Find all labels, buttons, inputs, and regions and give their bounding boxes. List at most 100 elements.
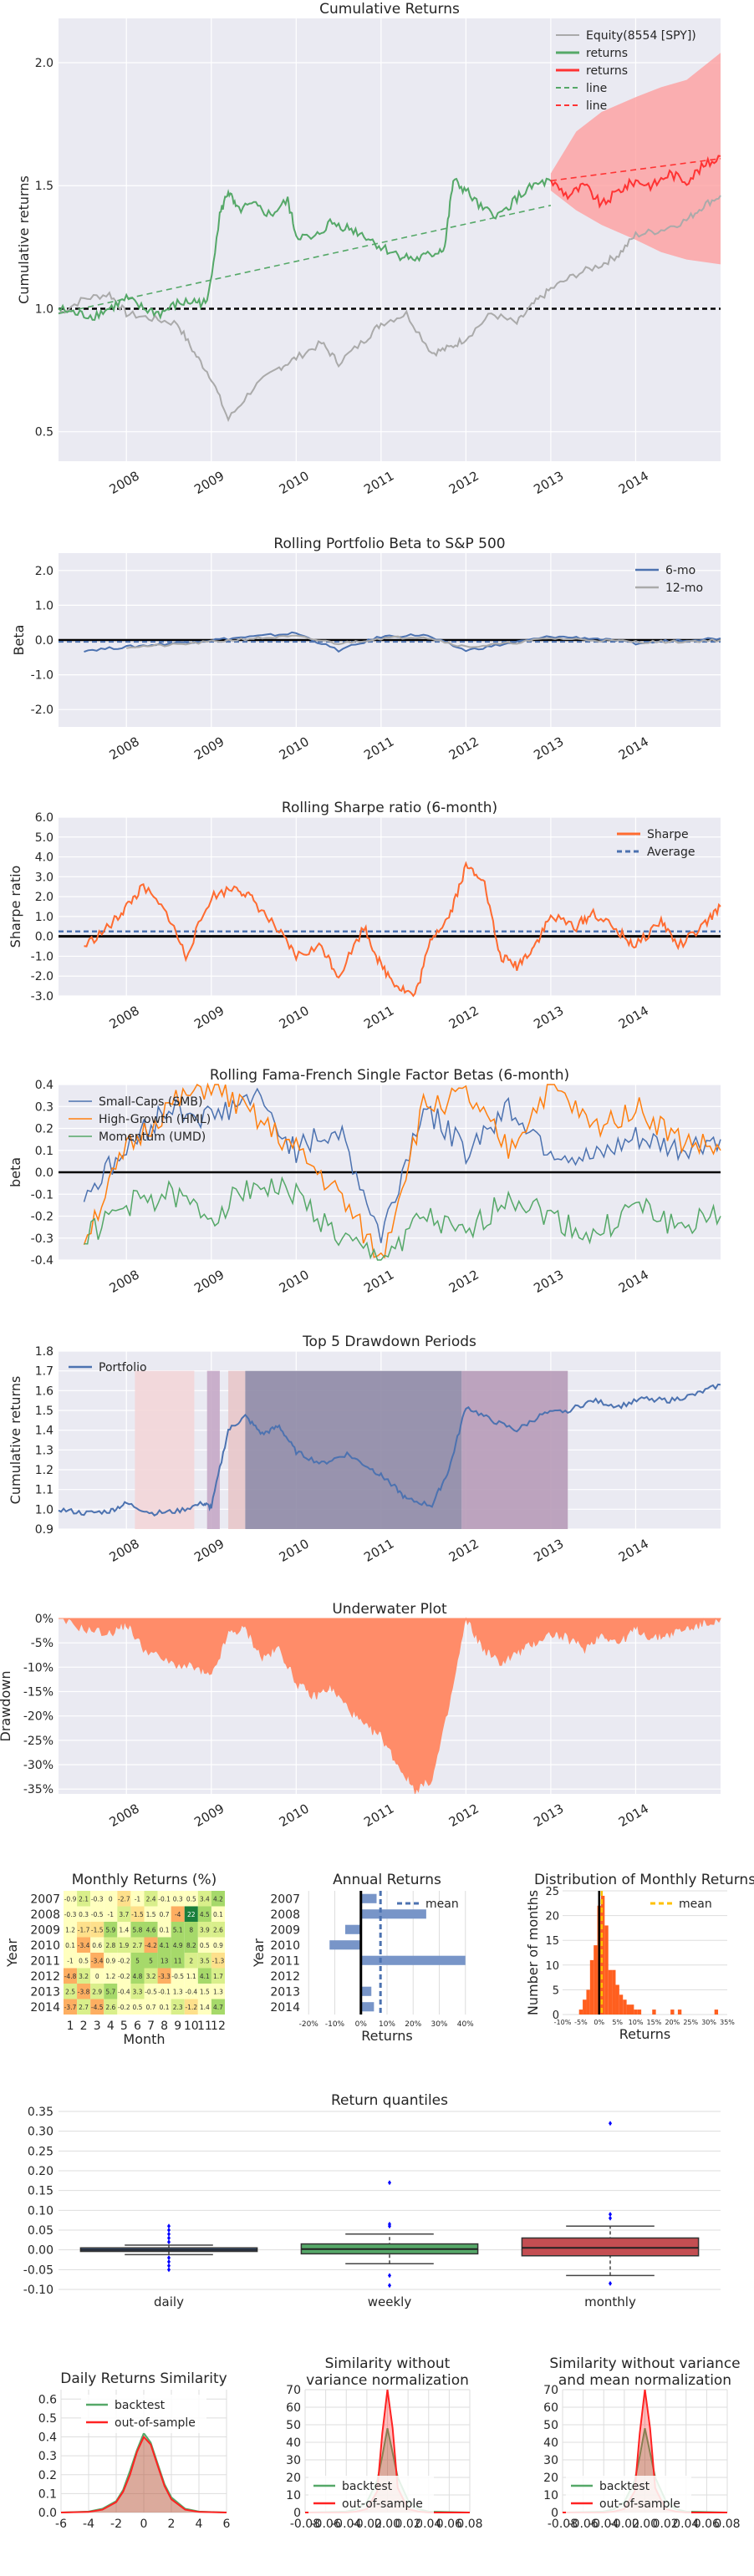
panel4-xtick-label: 2010	[277, 1267, 312, 1296]
panel4-ytick-label: -0.1	[31, 1188, 53, 1202]
monthly-month-label: 3	[94, 2020, 101, 2033]
panel4-legend-label: High-Growth (HML)	[99, 1113, 211, 1126]
quantiles-ytick-label: 0.30	[28, 2126, 53, 2139]
panel4-series-0	[83, 1087, 721, 1243]
distribution-xtick-label: 15%	[647, 2019, 662, 2026]
annual-legend-label: mean	[425, 1898, 459, 1911]
panel2-axes: 2008 2009 2010 2011 2012 2013 2014 -2.0 -1.0 0.0 1…	[11, 536, 721, 763]
panel5-ytick-label: 1.6	[35, 1385, 53, 1398]
panel5-legend-label: Portfolio	[99, 1361, 147, 1374]
monthly-cell-value: 0.6	[92, 1942, 102, 1949]
distribution-bar	[619, 1994, 624, 2015]
monthly-cell	[130, 1906, 145, 1922]
panel6-ytick-label: 0%	[35, 1613, 53, 1626]
monthly-cell	[157, 1891, 171, 1907]
quantiles-ytick-label: 0.25	[28, 2145, 53, 2158]
distribution-ytick-label: 20	[545, 1911, 559, 1923]
monthly-year-label: 2010	[30, 1939, 60, 1953]
quantile-outlier	[388, 2180, 391, 2186]
monthly-cell	[184, 1891, 198, 1907]
monthly-cell	[104, 1906, 118, 1922]
monthly-cell-value: 5.8	[132, 1926, 142, 1933]
distribution-bar	[608, 1969, 613, 2015]
monthly-cell-value: 4.2	[213, 1895, 223, 1903]
quantile-box	[521, 2237, 700, 2257]
annual-year-label: 2014	[270, 2001, 300, 2015]
panel3-xtick-label: 2009	[191, 1003, 227, 1032]
distribution-bar	[652, 2009, 656, 2015]
panel3-ytick-label: -1.0	[31, 950, 53, 963]
monthly-cell-value: 0.1	[213, 1911, 223, 1918]
distribution-ytick-label: 15	[545, 1935, 559, 1948]
monthly-cell-value: 0	[109, 1895, 113, 1903]
sim2-legend-box	[308, 2476, 434, 2514]
monthly-cell-value: 8.2	[186, 1942, 196, 1949]
distribution-bar	[594, 1945, 598, 2015]
monthly-cell-value: 5.9	[105, 1926, 115, 1933]
sim2-ytick-label: 30	[286, 2454, 301, 2467]
monthly-cell-value: 11	[174, 1957, 182, 1964]
quantiles-title: Return quantiles	[331, 2092, 448, 2109]
monthly-cell-value: -3.3	[158, 1973, 171, 1980]
distribution-xtick-label: 20%	[665, 2019, 680, 2026]
monthly-cell	[157, 1922, 171, 1938]
monthly-cell	[197, 1953, 211, 1969]
monthly-cell	[157, 1984, 171, 1999]
panel1-ytick-label: 0.5	[35, 426, 53, 439]
monthly-cell-value: 2.8	[105, 1942, 115, 1949]
panel5-ytick-label: 0.9	[35, 1523, 53, 1537]
panel3-ylabel: Sharpe ratio	[8, 866, 23, 948]
panel4-title: Rolling Fama-French Single Factor Betas …	[210, 1067, 569, 1084]
panel4-ylabel: beta	[8, 1157, 23, 1187]
panel4-xtick-label: 2012	[446, 1267, 481, 1296]
quantile-outlier	[609, 2280, 612, 2286]
panel1-xtick-label: 2009	[191, 468, 227, 497]
monthly-cell-value: -1.5	[91, 1926, 104, 1933]
monthly-cell	[64, 1984, 78, 1999]
sim3-legend-box	[566, 2476, 691, 2514]
monthly-cell-value: -3.8	[78, 1988, 90, 1995]
monthly-cell	[171, 1968, 185, 1984]
monthly-cell-value: -1.2	[185, 2004, 197, 2011]
panel2-xtick-label: 2009	[191, 734, 227, 763]
panel1-xtick-label: 2012	[446, 468, 481, 497]
monthly-cell-value: 1.4	[200, 2004, 210, 2011]
panel5-xtick-label: 2010	[277, 1536, 312, 1565]
monthly-cell	[90, 1999, 104, 2015]
monthly-cell	[144, 1984, 158, 1999]
panel3-xtick-label: 2013	[531, 1003, 566, 1032]
sim1-ytick-label: 0.2	[38, 2469, 57, 2482]
monthly-cell-value: -0.2	[118, 1973, 130, 1980]
monthly-cell-value: 4.1	[160, 1942, 170, 1949]
panel3-xtick-label: 2010	[277, 1003, 312, 1032]
panel6-ytick-label: -30%	[23, 1759, 53, 1772]
annual-bar	[360, 1986, 372, 1996]
monthly-cell	[117, 1968, 131, 1984]
annual-bar	[360, 2002, 374, 2012]
monthly-cell	[130, 1968, 145, 1984]
sim3-ytick-label: 60	[543, 2401, 558, 2415]
monthly-cell	[144, 1937, 158, 1953]
panel4-ytick-label: -0.4	[31, 1254, 53, 1268]
panel5-ytick-label: 1.2	[35, 1464, 53, 1477]
panel5-ytick-label: 1.3	[35, 1444, 53, 1457]
monthly-cell-value: 5	[135, 1957, 140, 1964]
panel5-legend: Portfolio	[69, 1361, 147, 1374]
panel2-xtick-label: 2011	[361, 734, 396, 763]
monthly-cell	[130, 1999, 145, 2015]
monthly-cell	[64, 1968, 78, 1984]
sim2-ytick-label: 20	[286, 2472, 301, 2485]
panel1-legend-label: line	[586, 99, 607, 113]
distribution-bar	[583, 1999, 587, 2015]
sim1-ytick-label: 0.1	[38, 2487, 57, 2501]
panel3-title: Rolling Sharpe ratio (6-month)	[282, 800, 497, 816]
monthly-cell-value: 2.3	[173, 2004, 183, 2011]
panel6-ytick-label: -5%	[31, 1637, 53, 1650]
panel3-ytick-label: -3.0	[31, 990, 53, 1003]
panel3-xtick-label: 2014	[616, 1003, 651, 1032]
monthly-cell	[211, 1999, 225, 2015]
monthly-cell-value: 5	[149, 1957, 153, 1964]
monthly-cell-value: -0.2	[118, 1957, 130, 1964]
sim2-xtick-label: 0.00	[374, 2518, 400, 2531]
monthly-cell-value: 0.9	[105, 1957, 115, 1964]
